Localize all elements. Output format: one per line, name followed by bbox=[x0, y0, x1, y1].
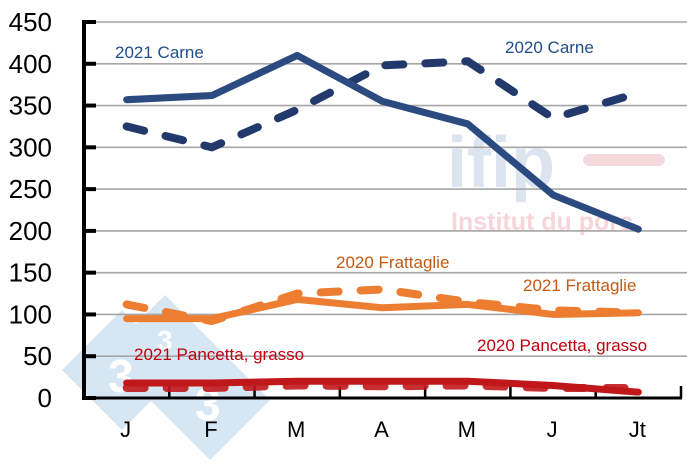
watermark-ifip-logo: ifip bbox=[447, 123, 555, 203]
x-tick-label: F bbox=[204, 417, 217, 442]
series-line-2020-carne bbox=[122, 57, 643, 152]
y-tick-label: 300 bbox=[9, 132, 52, 162]
series-label-2021-carne: 2021 Carne bbox=[115, 43, 204, 62]
watermark-ifip: ifip Institut du porc bbox=[447, 123, 665, 236]
series-label-2020-carne: 2020 Carne bbox=[505, 38, 594, 57]
watermark-ifip-bar bbox=[583, 154, 665, 166]
watermark-333-digit: 3 bbox=[157, 325, 173, 356]
series-label-2020-pancetta-grasso: 2020 Pancetta, grasso bbox=[477, 336, 647, 355]
y-tick-label: 50 bbox=[23, 341, 52, 371]
y-tick-label: 400 bbox=[9, 49, 52, 79]
y-tick-label: 100 bbox=[9, 299, 52, 329]
y-tick-label: 150 bbox=[9, 258, 52, 288]
x-axis-ticks: J F M A M J Jt bbox=[120, 417, 646, 442]
y-axis-ticks: 0 50 100 150 200 250 300 350 400 450 bbox=[9, 7, 52, 413]
x-tick-label: A bbox=[374, 417, 389, 442]
series-label-2021-frattaglie: 2021 Frattaglie bbox=[523, 276, 636, 295]
y-tick-label: 250 bbox=[9, 174, 52, 204]
series-lines bbox=[122, 51, 643, 396]
y-tick-label: 450 bbox=[9, 7, 52, 37]
series-label-2020-frattaglie: 2020 Frattaglie bbox=[336, 253, 449, 272]
watermark-ifip-tagline: Institut du porc bbox=[451, 208, 633, 236]
series-line-2020-pancetta-grasso bbox=[122, 381, 643, 392]
x-tick-label: Jt bbox=[629, 417, 646, 442]
series-labels: 2021 Carne 2020 Carne 2020 Frattaglie 2021 … bbox=[115, 38, 647, 364]
x-tick-label: J bbox=[120, 417, 131, 442]
series-line-2021-pancetta-grasso bbox=[123, 377, 642, 396]
series-line-2021-frattaglie bbox=[123, 295, 642, 323]
x-tick-label: J bbox=[547, 417, 558, 442]
series-line-2021-carne bbox=[123, 51, 642, 233]
y-tick-label: 350 bbox=[9, 91, 52, 121]
x-tick-label: M bbox=[458, 417, 476, 442]
y-tick-label: 200 bbox=[9, 216, 52, 246]
y-tick-label: 0 bbox=[38, 383, 52, 413]
x-tick-label: M bbox=[287, 417, 305, 442]
watermark-333-digit: 3 bbox=[108, 350, 134, 402]
series-label-2021-pancetta-grasso: 2021 Pancetta, grasso bbox=[134, 345, 304, 364]
